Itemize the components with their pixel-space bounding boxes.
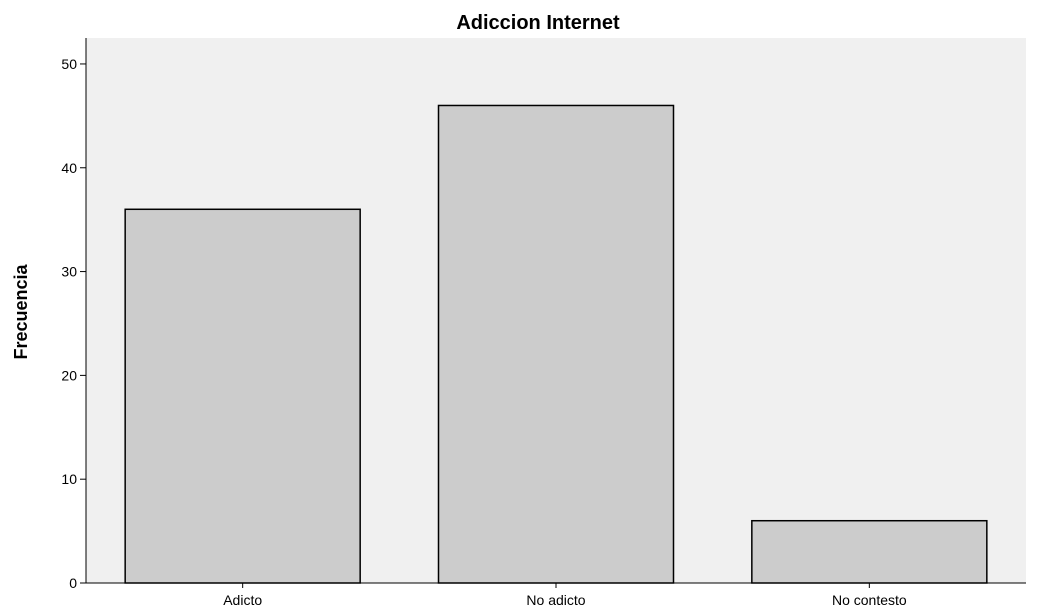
y-axis-ticks: 0 10 20 30 40 50 xyxy=(61,56,86,591)
bar-adicto xyxy=(125,209,360,583)
x-tick-label: Adicto xyxy=(223,592,262,608)
x-tick-label: No contesto xyxy=(832,592,907,608)
y-tick-label: 10 xyxy=(61,471,77,487)
y-tick-label: 30 xyxy=(61,264,77,280)
y-tick-label: 20 xyxy=(61,367,77,383)
bar-no-contesto xyxy=(752,521,987,583)
y-tick-label: 0 xyxy=(69,575,77,591)
x-tick-label: No adicto xyxy=(526,592,585,608)
x-axis-ticks: Adicto No adicto No contesto xyxy=(223,583,907,608)
y-axis-label: Frecuencia xyxy=(11,263,31,359)
y-tick-label: 50 xyxy=(61,56,77,72)
chart-title: Adiccion Internet xyxy=(456,12,620,34)
bar-no-adicto xyxy=(439,105,674,583)
y-tick-label: 40 xyxy=(61,160,77,176)
